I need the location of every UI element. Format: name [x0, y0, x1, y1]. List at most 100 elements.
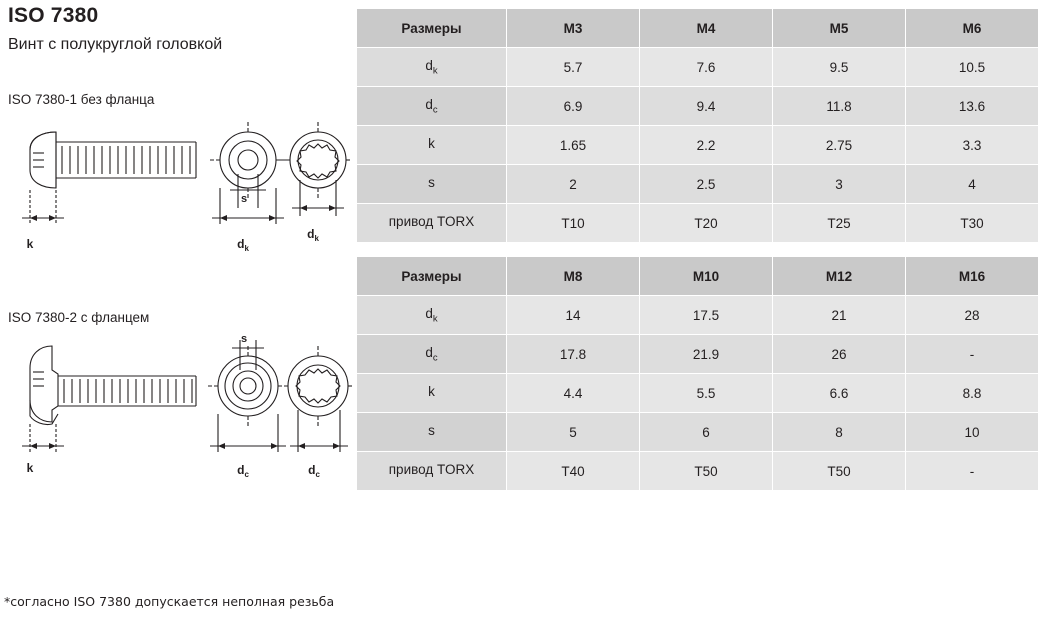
- dimensions-table-m8-m16: Размеры M8 M10 M12 M16 dk 14 17.5 21 28 …: [356, 256, 1039, 491]
- dim-label-dc-1: dc: [237, 463, 249, 479]
- table-header-row: Размеры M3 M4 M5 M6: [356, 8, 1039, 48]
- row-label: k: [356, 373, 507, 413]
- table1-header-0: Размеры: [356, 8, 507, 48]
- row-label: привод TORX: [356, 203, 507, 243]
- table1-cell-r0c2: 9.5: [772, 47, 906, 87]
- table2-cell-r0c0: 14: [506, 295, 640, 335]
- row-label-sub: k: [432, 313, 438, 325]
- row-label-sub: k: [432, 65, 438, 77]
- table-row: k 4.4 5.5 6.6 8.8: [356, 373, 1039, 413]
- table1-cell-r4c1: T20: [639, 203, 773, 243]
- table-header-row: Размеры M8 M10 M12 M16: [356, 256, 1039, 296]
- table2-header-0: Размеры: [356, 256, 507, 296]
- table1-cell-r2c2: 2.75: [772, 125, 906, 165]
- table1-header-2: M4: [639, 8, 773, 48]
- table2-cell-r2c1: 5.5: [639, 373, 773, 413]
- screw-drawing-with-flange: k s dc dc: [22, 333, 354, 479]
- table-row: привод TORX T10 T20 T25 T30: [356, 203, 1039, 243]
- dim-label-dk-1: dk: [237, 237, 249, 253]
- table-row: dk 5.7 7.6 9.5 10.5: [356, 47, 1039, 87]
- table1-cell-r4c0: T10: [506, 203, 640, 243]
- table2-header-4: M16: [905, 256, 1039, 296]
- table2-cell-r4c3: -: [905, 451, 1039, 491]
- table1-cell-r3c2: 3: [772, 164, 906, 204]
- table1-cell-r0c0: 5.7: [506, 47, 640, 87]
- dim-label-k-2: k: [27, 461, 34, 475]
- table-row: dk 14 17.5 21 28: [356, 295, 1039, 335]
- dim-label-s-2: s: [241, 333, 247, 345]
- table1-cell-r2c3: 3.3: [905, 125, 1039, 165]
- table1-cell-r0c1: 7.6: [639, 47, 773, 87]
- dim-label-dc-2: dc: [308, 463, 320, 479]
- row-label: s: [356, 412, 507, 452]
- table1-cell-r4c2: T25: [772, 203, 906, 243]
- table2-cell-r4c1: T50: [639, 451, 773, 491]
- table2-cell-r0c3: 28: [905, 295, 1039, 335]
- table2-cell-r3c0: 5: [506, 412, 640, 452]
- row-label: s: [356, 164, 507, 204]
- table2-cell-r3c3: 10: [905, 412, 1039, 452]
- dim-label-k-1: k: [27, 237, 34, 251]
- table1-cell-r2c1: 2.2: [639, 125, 773, 165]
- table2-cell-r4c2: T50: [772, 451, 906, 491]
- table2-header-1: M8: [506, 256, 640, 296]
- table1-cell-r2c0: 1.65: [506, 125, 640, 165]
- row-label: dc: [356, 86, 507, 126]
- table-row: привод TORX T40 T50 T50 -: [356, 451, 1039, 491]
- row-label-text: d: [425, 305, 433, 321]
- table-row: dc 17.8 21.9 26 -: [356, 334, 1039, 374]
- page-title: ISO 7380: [8, 4, 99, 27]
- row-label-text: k: [428, 135, 435, 151]
- row-label-text: d: [425, 57, 433, 73]
- row-label-text: d: [425, 96, 433, 112]
- table2-cell-r1c0: 17.8: [506, 334, 640, 374]
- table2-cell-r3c2: 8: [772, 412, 906, 452]
- table2-cell-r2c0: 4.4: [506, 373, 640, 413]
- table2-cell-r1c1: 21.9: [639, 334, 773, 374]
- table1-cell-r0c3: 10.5: [905, 47, 1039, 87]
- row-label-text: k: [428, 383, 435, 399]
- table1-cell-r1c2: 11.8: [772, 86, 906, 126]
- dimensions-table-m3-m6: Размеры M3 M4 M5 M6 dk 5.7 7.6 9.5 10.5 …: [356, 8, 1039, 243]
- table-row: s 5 6 8 10: [356, 412, 1039, 452]
- row-label: dk: [356, 47, 507, 87]
- table1-header-3: M5: [772, 8, 906, 48]
- table2-cell-r3c1: 6: [639, 412, 773, 452]
- row-label-sub: c: [432, 104, 438, 116]
- row-label-text: привод TORX: [388, 213, 475, 229]
- table1-cell-r3c1: 2.5: [639, 164, 773, 204]
- table1-cell-r3c0: 2: [506, 164, 640, 204]
- table1-header-1: M3: [506, 8, 640, 48]
- row-label: привод TORX: [356, 451, 507, 491]
- row-label: dc: [356, 334, 507, 374]
- product-info-panel: ISO 7380 Винт с полукруглой головкой ISO…: [0, 0, 355, 624]
- table2-cell-r2c3: 8.8: [905, 373, 1039, 413]
- table-row: s 2 2.5 3 4: [356, 164, 1039, 204]
- page-subtitle: Винт с полукруглой головкой: [8, 36, 223, 53]
- dim-label-dk-2: dk: [307, 227, 319, 243]
- variant-1-label: ISO 7380-1 без фланца: [8, 92, 155, 107]
- table2-cell-r1c3: -: [905, 334, 1039, 374]
- table-row: dc 6.9 9.4 11.8 13.6: [356, 86, 1039, 126]
- row-label-text: s: [428, 422, 435, 438]
- table2-header-3: M12: [772, 256, 906, 296]
- table1-cell-r1c3: 13.6: [905, 86, 1039, 126]
- table1-cell-r1c1: 9.4: [639, 86, 773, 126]
- table1-cell-r3c3: 4: [905, 164, 1039, 204]
- table1-cell-r1c0: 6.9: [506, 86, 640, 126]
- table2-header-2: M10: [639, 256, 773, 296]
- table2-cell-r0c2: 21: [772, 295, 906, 335]
- table1-cell-r4c3: T30: [905, 203, 1039, 243]
- table2-cell-r1c2: 26: [772, 334, 906, 374]
- row-label-text: s: [428, 174, 435, 190]
- footnote-text: *согласно ISO 7380 допускается неполная …: [4, 594, 335, 609]
- table2-cell-r2c2: 6.6: [772, 373, 906, 413]
- table2-cell-r0c1: 17.5: [639, 295, 773, 335]
- variant-2-label: ISO 7380-2 с фланцем: [8, 310, 150, 325]
- row-label: k: [356, 125, 507, 165]
- row-label-text: привод TORX: [388, 461, 475, 477]
- table1-header-4: M6: [905, 8, 1039, 48]
- row-label: dk: [356, 295, 507, 335]
- table-row: k 1.65 2.2 2.75 3.3: [356, 125, 1039, 165]
- row-label-text: d: [425, 344, 433, 360]
